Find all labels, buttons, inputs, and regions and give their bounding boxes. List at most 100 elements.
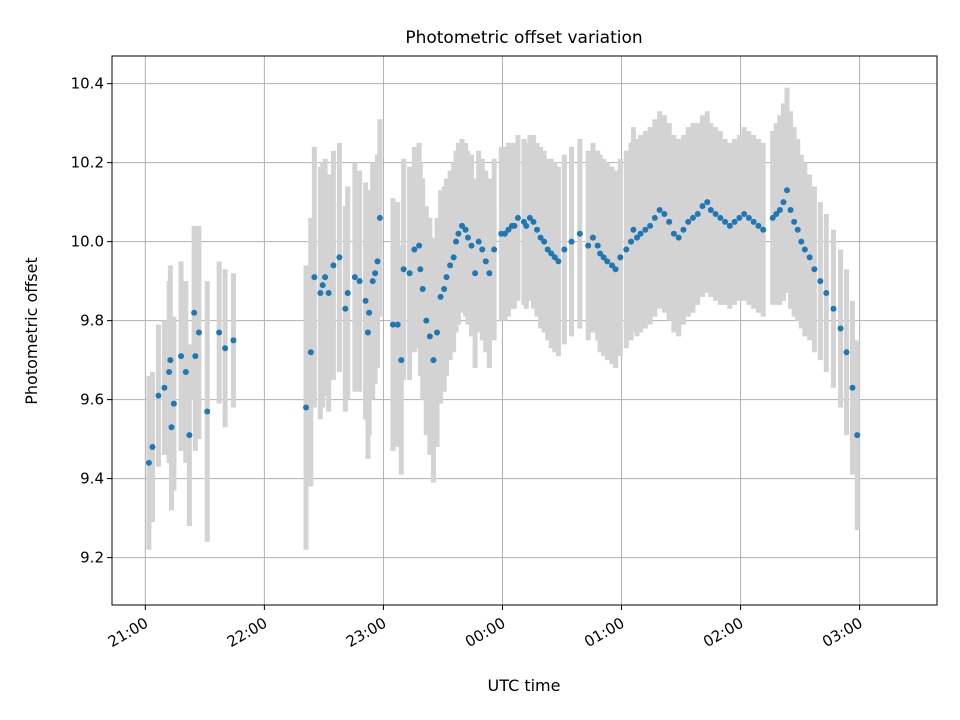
data-point-0-54: [447, 262, 454, 269]
data-point-0-141: [823, 289, 830, 296]
data-point-0-58: [459, 222, 465, 229]
data-point-0-9: [182, 368, 189, 375]
y-axis-label: Photometric offset: [22, 257, 41, 405]
data-point-0-15: [216, 329, 223, 336]
data-point-0-87: [576, 230, 583, 237]
data-point-0-40: [398, 357, 405, 364]
data-point-0-43: [411, 246, 418, 253]
data-point-0-111: [685, 218, 692, 225]
data-point-0-2: [155, 392, 162, 399]
data-point-0-24: [325, 289, 332, 296]
data-point-0-143: [837, 325, 844, 332]
data-point-0-112: [689, 214, 696, 221]
data-point-0-118: [717, 214, 724, 221]
data-point-0-75: [523, 222, 530, 229]
data-point-0-6: [168, 424, 175, 431]
data-point-0-116: [707, 207, 714, 214]
data-point-0-100: [634, 234, 640, 241]
data-point-0-126: [755, 222, 762, 229]
data-point-0-128: [769, 214, 776, 221]
data-point-0-139: [811, 266, 818, 273]
data-point-0-0: [145, 459, 152, 466]
data-point-0-84: [555, 258, 562, 265]
data-point-0-5: [167, 357, 174, 364]
data-point-0-86: [568, 238, 575, 245]
data-point-0-104: [651, 214, 658, 221]
data-point-0-52: [441, 286, 448, 293]
y-tick-label-3: 9.8: [80, 312, 104, 330]
data-point-0-129: [773, 210, 780, 217]
data-point-0-48: [426, 333, 433, 340]
data-point-0-49: [430, 357, 437, 364]
data-point-0-98: [628, 238, 635, 245]
data-point-0-45: [417, 266, 424, 273]
data-point-0-12: [192, 353, 199, 360]
data-point-0-136: [798, 238, 805, 245]
data-point-0-37: [376, 214, 383, 221]
data-point-0-135: [794, 226, 801, 233]
data-point-0-69: [501, 230, 508, 237]
data-point-0-133: [787, 207, 794, 214]
data-point-0-39: [394, 321, 401, 328]
data-point-0-140: [817, 278, 824, 285]
data-point-0-17: [230, 337, 237, 344]
data-point-0-3: [161, 384, 168, 391]
data-point-0-106: [661, 210, 668, 217]
data-point-0-79: [537, 234, 544, 241]
data-point-0-81: [544, 246, 551, 253]
data-point-0-110: [680, 226, 687, 233]
data-point-0-66: [486, 270, 493, 277]
data-point-0-26: [336, 254, 343, 261]
data-point-0-35: [372, 270, 379, 277]
data-point-0-76: [526, 214, 533, 221]
data-point-0-18: [303, 404, 310, 411]
data-point-0-60: [464, 234, 471, 241]
data-point-0-88: [585, 242, 592, 249]
data-point-0-80: [541, 238, 548, 245]
data-point-0-108: [670, 230, 677, 237]
data-point-0-93: [604, 258, 611, 265]
data-point-0-82: [548, 250, 555, 257]
data-point-0-130: [776, 207, 783, 214]
data-point-0-11: [191, 309, 198, 316]
data-point-0-125: [750, 218, 757, 225]
data-point-0-115: [704, 199, 711, 206]
data-point-0-28: [344, 289, 351, 296]
data-point-0-94: [609, 262, 615, 269]
chart-title: Photometric offset variation: [405, 28, 642, 48]
data-point-0-146: [854, 432, 861, 439]
y-axis-ticks: 9.2 9.4 9.6 9.8 10.0 10.2 10.4: [71, 75, 112, 567]
data-point-0-119: [722, 218, 729, 225]
data-point-0-131: [780, 199, 787, 206]
data-point-0-34: [369, 278, 376, 285]
data-point-0-99: [630, 226, 637, 233]
data-point-0-96: [617, 254, 624, 261]
data-point-0-23: [322, 274, 329, 281]
data-points: [145, 187, 861, 466]
data-point-0-103: [647, 222, 654, 229]
data-point-0-25: [330, 262, 337, 269]
data-point-0-97: [623, 246, 630, 253]
data-point-0-42: [406, 270, 413, 277]
y-tick-label-4: 10.0: [71, 233, 104, 251]
plot-area-frame: [111, 55, 938, 606]
data-point-0-21: [317, 289, 324, 296]
y-tick-label-0: 9.2: [80, 549, 104, 567]
data-point-0-90: [594, 242, 601, 249]
data-point-0-10: [186, 432, 193, 439]
data-point-0-32: [364, 329, 371, 336]
data-point-0-4: [166, 368, 173, 375]
data-point-0-41: [400, 266, 407, 273]
data-point-0-61: [468, 242, 475, 249]
data-point-0-109: [675, 234, 682, 241]
data-point-0-36: [374, 258, 381, 265]
data-point-0-20: [311, 274, 318, 281]
y-tick-label-1: 9.4: [80, 470, 104, 488]
data-point-0-55: [450, 254, 457, 261]
y-tick-label-6: 10.4: [71, 75, 104, 93]
data-point-0-77: [530, 218, 537, 225]
data-point-0-124: [745, 214, 752, 221]
data-point-0-95: [612, 266, 619, 273]
